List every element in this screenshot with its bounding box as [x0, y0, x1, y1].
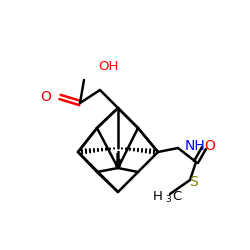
Text: H: H	[153, 190, 163, 203]
Text: S: S	[189, 175, 198, 189]
Text: OH: OH	[98, 60, 118, 74]
Text: NH: NH	[185, 139, 206, 153]
Text: O: O	[204, 139, 216, 153]
Text: C: C	[172, 190, 181, 203]
Text: O: O	[40, 90, 52, 104]
Text: 3: 3	[165, 196, 171, 204]
